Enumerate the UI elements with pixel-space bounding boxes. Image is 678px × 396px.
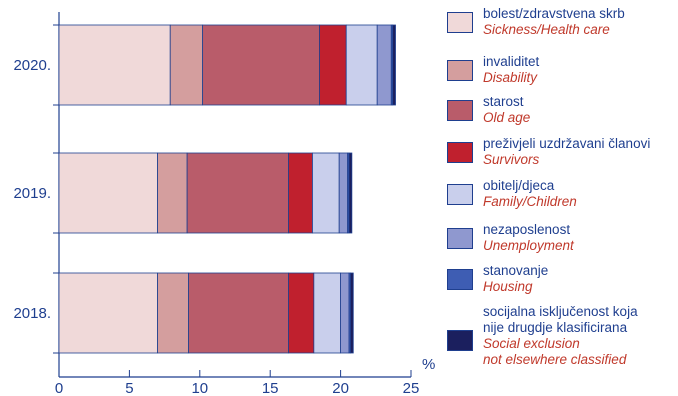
legend-swatch [447, 269, 473, 290]
legend-label-en: Housing [483, 279, 533, 294]
legend-label-en: Sickness/Health care [483, 22, 610, 37]
legend-label-hr: nezaposlenost [483, 222, 571, 237]
legend-text: starost Old age [483, 94, 530, 126]
legend-label-hr: starost [483, 94, 524, 109]
bar-segment-0-7 [392, 24, 396, 106]
bar-segment-2-1 [157, 272, 189, 354]
bar-segment-2-5 [340, 272, 350, 354]
legend-label-hr: socijalna isključenost koja [483, 304, 638, 319]
x-tick-label-15: 15 [262, 380, 279, 396]
legend-label-en: Unemployment [483, 238, 574, 253]
legend-swatch [447, 142, 473, 163]
category-label-0: 2020. [13, 57, 51, 74]
legend-label-hr: obitelj/djeca [483, 178, 555, 193]
legend-swatch [447, 184, 473, 205]
legend-swatch [447, 100, 473, 121]
bar-segment-1-0 [58, 152, 158, 234]
legend-label-hr: stanovanje [483, 263, 549, 278]
category-label-1: 2019. [13, 185, 51, 202]
legend-swatch [447, 60, 473, 81]
bar-segment-2-2 [188, 272, 289, 354]
legend-text: socijalna isključenost koja nije drugdje … [483, 304, 638, 368]
bar-segment-1-1 [157, 152, 188, 234]
bar-segment-0-1 [169, 24, 204, 106]
legend-label-en: Old age [483, 110, 531, 125]
bar-segment-2-7 [350, 272, 354, 354]
x-tick-label-0: 0 [55, 380, 63, 396]
legend-text: preživjeli uzdržavani članovi Survivors [483, 136, 650, 168]
legend-text: invaliditet Disability [483, 54, 539, 86]
legend-label-en: Survivors [483, 152, 540, 167]
bar-segment-0-0 [58, 24, 171, 106]
legend-label-hr: bolest/zdravstvena skrb [483, 6, 625, 21]
legend-swatch [447, 330, 473, 351]
unit-label: % [422, 356, 436, 373]
legend-label-en: Social exclusion [483, 336, 580, 351]
x-tick-label-20: 20 [332, 380, 349, 396]
bar-segment-1-3 [288, 152, 313, 234]
bar-segment-2-3 [288, 272, 315, 354]
legend-label-hr: invaliditet [483, 54, 540, 69]
bar-segment-1-4 [312, 152, 340, 234]
x-tick-label-25: 25 [403, 380, 420, 396]
bar-segment-1-5 [338, 152, 349, 234]
bar-segment-0-3 [319, 24, 347, 106]
legend-text: obitelj/djeca Family/Children [483, 178, 577, 210]
legend-label-en: Family/Children [483, 194, 577, 209]
bar-segment-2-4 [313, 272, 341, 354]
category-label-2: 2018. [13, 305, 51, 322]
legend-text: bolest/zdravstvena skrb Sickness/Health c… [483, 6, 625, 38]
bar-segment-1-7 [348, 152, 353, 234]
legend-swatch [447, 228, 473, 249]
bar-segment-1-2 [186, 152, 289, 234]
legend-text: nezaposlenost Unemployment [483, 222, 574, 254]
bar-segment-2-0 [58, 272, 158, 354]
legend-label-hr: nije drugdje klasificirana [483, 320, 628, 335]
legend-text: stanovanje Housing [483, 263, 548, 295]
x-tick-label-5: 5 [125, 380, 133, 396]
legend-label-hr: preživjeli uzdržavani članovi [483, 136, 651, 151]
bar-segment-0-5 [376, 24, 392, 106]
x-tick-label-10: 10 [191, 380, 208, 396]
bar-segment-0-4 [345, 24, 378, 106]
bar-segment-0-2 [202, 24, 320, 106]
legend-swatch [447, 12, 473, 33]
legend-label-en: Disability [483, 70, 538, 85]
legend-label-en: not elsewhere classified [483, 352, 627, 367]
